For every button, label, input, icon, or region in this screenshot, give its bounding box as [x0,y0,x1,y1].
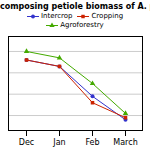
html-text:Intercrop: Intercrop [40,12,73,20]
svg-text:March: March [113,138,137,147]
svg-text:Feb: Feb [85,138,99,147]
svg-text:Jan: Jan [52,138,65,147]
html-text:Cropping: Cropping [91,12,124,20]
svg-text:Dec: Dec [19,138,34,147]
html-text:Agroforestry: Agroforestry [60,21,104,29]
